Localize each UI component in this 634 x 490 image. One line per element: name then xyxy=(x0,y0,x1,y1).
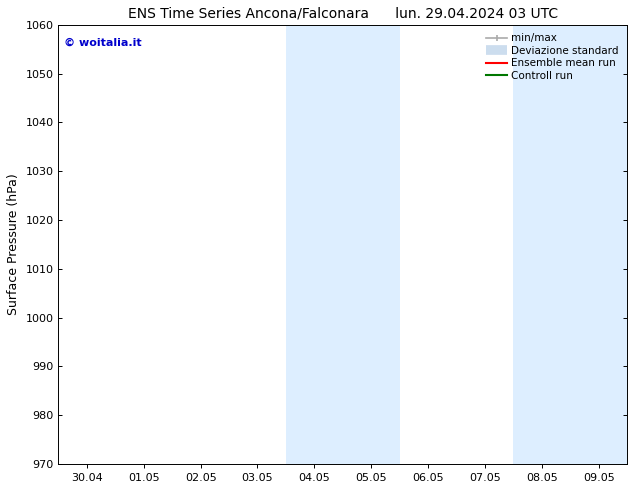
Title: ENS Time Series Ancona/Falconara      lun. 29.04.2024 03 UTC: ENS Time Series Ancona/Falconara lun. 29… xyxy=(127,7,558,21)
Bar xyxy=(286,25,399,464)
Bar xyxy=(514,25,627,464)
Legend: min/max, Deviazione standard, Ensemble mean run, Controll run: min/max, Deviazione standard, Ensemble m… xyxy=(483,30,622,84)
Text: © woitalia.it: © woitalia.it xyxy=(64,38,142,48)
Y-axis label: Surface Pressure (hPa): Surface Pressure (hPa) xyxy=(7,173,20,316)
